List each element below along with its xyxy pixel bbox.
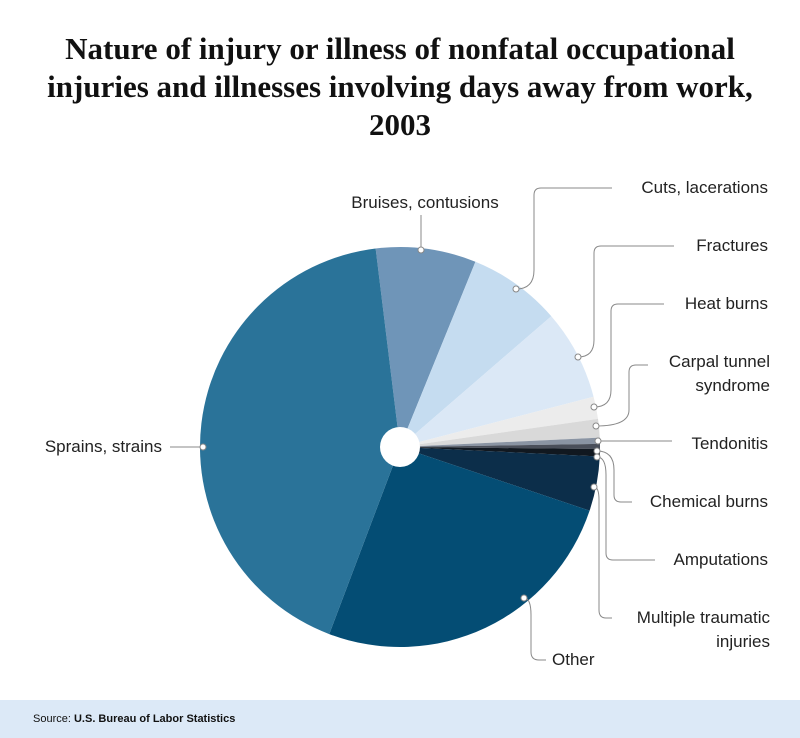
pie-slice <box>400 447 600 511</box>
pie-slice <box>400 396 599 447</box>
leader-dot <box>593 453 601 461</box>
leader-line <box>595 364 648 427</box>
pie-slice <box>375 247 476 447</box>
slice-label: Tendonitis <box>691 434 768 453</box>
slice-label: Sprains, strains <box>44 437 162 456</box>
slice-label: Bruises, contusions <box>351 193 499 212</box>
leader-line <box>577 245 674 358</box>
leader-dot <box>520 594 528 602</box>
pie-slice <box>400 443 600 449</box>
leader-dot <box>593 447 601 455</box>
leader-dot <box>590 483 598 491</box>
source-label: Source: <box>33 713 71 725</box>
leader-line <box>515 187 612 290</box>
slice-label: Heat burns <box>684 294 768 313</box>
slice-label: Multiple traumatic injuries <box>636 608 770 651</box>
center-hole <box>380 427 420 467</box>
slice-label: Carpal tunnel syndrome <box>668 352 770 395</box>
pie-slice <box>400 447 600 457</box>
leader-dot <box>594 437 602 445</box>
pie-slice <box>400 261 552 447</box>
pie-slice <box>400 437 600 447</box>
leader-line <box>593 486 612 619</box>
pie-slice <box>400 316 594 447</box>
slice-label: Chemical burns <box>649 492 768 511</box>
slice-label: Cuts, lacerations <box>641 178 768 197</box>
slice-label: Other <box>552 650 595 669</box>
footer: Source: U.S. Bureau of Labor Statistics <box>0 700 800 738</box>
leader-line <box>523 597 546 661</box>
leader-line <box>596 456 655 561</box>
pie-slice <box>199 248 400 635</box>
leader-dot <box>199 443 207 451</box>
leader-dot <box>417 246 425 254</box>
chart <box>170 187 674 661</box>
leader-dot <box>592 422 600 430</box>
leader-line <box>593 303 664 408</box>
slice-label: Amputations <box>673 550 769 569</box>
pie-slice <box>400 418 600 447</box>
leader-line <box>596 450 632 503</box>
leader-dot <box>574 353 582 361</box>
slice-label: Fractures <box>696 236 768 255</box>
chart-title: Nature of injury or illness of nonfatal … <box>47 31 753 142</box>
source-text: U.S. Bureau of Labor Statistics <box>73 713 236 725</box>
leader-dot <box>512 285 520 293</box>
leader-dot <box>590 403 598 411</box>
